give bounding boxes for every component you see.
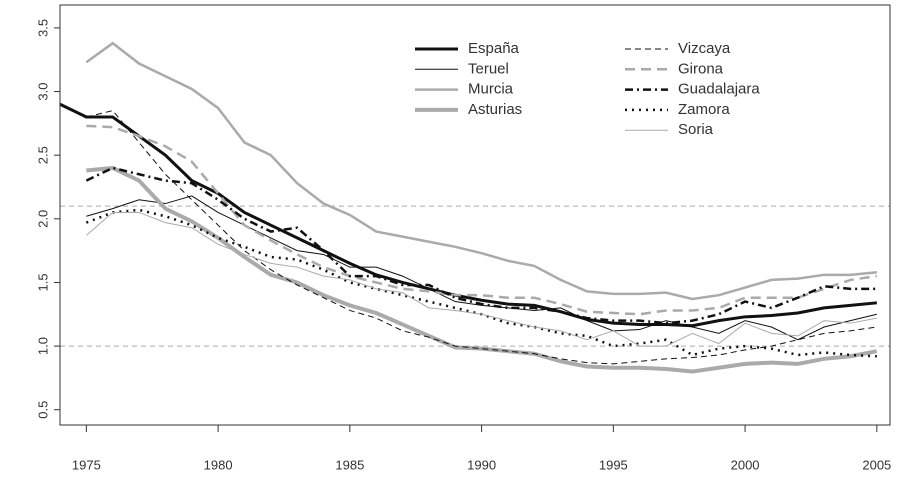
legend-label: Vizcaya	[678, 40, 731, 57]
y-tick-label: 1.5	[35, 273, 50, 291]
legend-label: Guadalajara	[678, 81, 760, 98]
x-tick-label: 1985	[335, 457, 364, 472]
y-tick-label: 2.5	[35, 146, 50, 164]
series-line	[86, 110, 877, 365]
series-line	[86, 195, 877, 341]
x-tick-label: 1990	[467, 457, 496, 472]
series-line	[85, 166, 877, 325]
series-line	[85, 41, 877, 301]
x-tick-label: 2000	[731, 457, 760, 472]
legend-label: Teruel	[468, 60, 509, 77]
legend-label: Asturias	[468, 101, 522, 118]
series-line	[86, 211, 877, 347]
series-line	[86, 124, 878, 316]
x-tick-label: 1995	[599, 457, 628, 472]
y-tick-label: 0.5	[35, 401, 50, 419]
x-tick-label: 1975	[72, 457, 101, 472]
y-tick-label: 2.0	[35, 210, 50, 228]
legend-label: España	[468, 40, 520, 57]
y-tick-label: 1.0	[35, 337, 50, 355]
y-tick-label: 3.0	[35, 83, 50, 101]
legend-label: Murcia	[468, 81, 514, 98]
series-line	[86, 165, 878, 374]
plot-frame	[59, 4, 891, 426]
legend-label: Zamora	[678, 101, 730, 118]
x-tick-label: 2005	[862, 457, 891, 472]
y-tick-label: 3.5	[35, 19, 50, 37]
legend-label: Soria	[678, 121, 714, 138]
legend-label: Girona	[678, 60, 724, 77]
x-tick-label: 1980	[204, 457, 233, 472]
series-line	[59, 102, 877, 328]
